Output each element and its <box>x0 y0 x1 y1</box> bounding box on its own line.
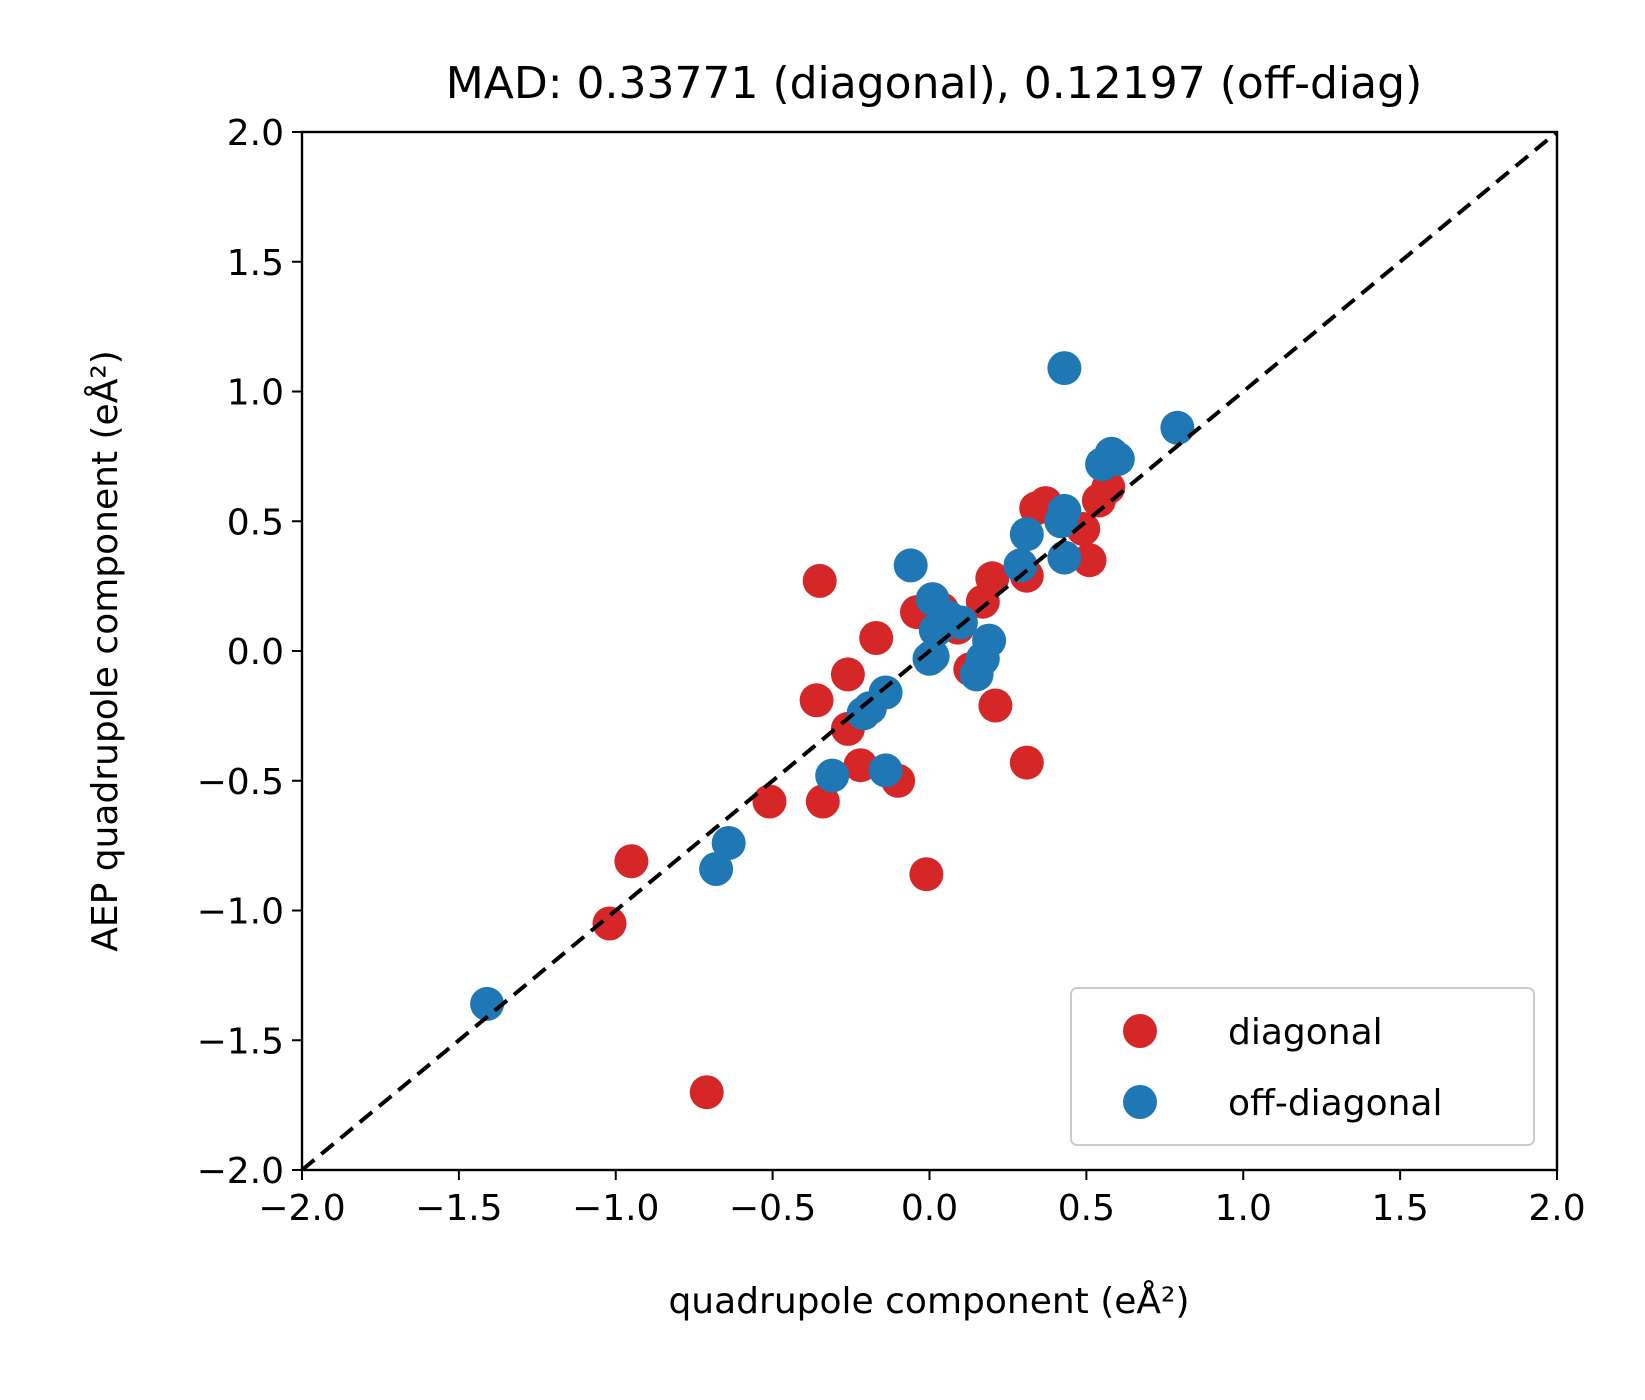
legend-label-off-diagonal: off-diagonal <box>1228 1083 1443 1124</box>
x-tick-label: 0.5 <box>1058 1188 1115 1229</box>
y-tick-label: 1.0 <box>227 373 284 414</box>
point-off-diagonal-4 <box>868 753 903 788</box>
identity-reference-line <box>302 132 1557 1170</box>
y-tick-label: −1.0 <box>197 892 284 933</box>
x-tick-label: 1.5 <box>1371 1188 1428 1229</box>
point-off-diagonal-22 <box>1047 493 1082 528</box>
point-off-diagonal-8 <box>893 548 928 583</box>
point-off-diagonal-27 <box>1160 410 1195 445</box>
point-diagonal-8 <box>805 784 840 819</box>
point-off-diagonal-18 <box>1003 548 1038 583</box>
point-diagonal-10 <box>592 906 627 941</box>
x-tick-label: −2.0 <box>258 1188 345 1229</box>
point-off-diagonal-0 <box>470 986 505 1021</box>
point-diagonal-14 <box>978 688 1013 723</box>
x-tick-label: 0.0 <box>901 1188 958 1229</box>
point-diagonal-2 <box>830 657 865 692</box>
y-axis-label: AEP quadrupole component (eÅ²) <box>83 350 126 952</box>
point-diagonal-3 <box>859 621 894 655</box>
y-tick-label: 0.0 <box>227 632 284 673</box>
y-tick-label: 2.0 <box>227 113 284 154</box>
legend-box <box>1070 987 1535 1146</box>
point-off-diagonal-1 <box>699 852 734 886</box>
legend-marker-diagonal <box>1123 1014 1157 1048</box>
point-diagonal-20 <box>975 561 1010 596</box>
legend-label-diagonal: diagonal <box>1228 1012 1383 1053</box>
point-off-diagonal-3 <box>815 758 850 793</box>
point-diagonal-13 <box>1009 745 1044 780</box>
plot-area <box>302 132 1557 1170</box>
point-diagonal-7 <box>752 784 787 819</box>
x-tick-label: −1.5 <box>415 1188 502 1229</box>
point-off-diagonal-7 <box>868 675 903 710</box>
point-off-diagonal-19 <box>1009 517 1044 552</box>
y-tick-label: 1.5 <box>227 243 284 284</box>
x-tick-label: −0.5 <box>729 1188 816 1229</box>
series-off-diagonal <box>470 351 1195 1021</box>
point-diagonal-1 <box>799 683 834 718</box>
point-diagonal-11 <box>689 1075 724 1110</box>
y-axis: −2.0 −1.5 −1.0 −0.5 0.0 0.5 1.0 1.5 2.0 <box>197 113 302 1192</box>
point-diagonal-25 <box>1072 543 1107 578</box>
x-tick-label: −1.0 <box>572 1188 659 1229</box>
point-off-diagonal-11 <box>915 639 950 674</box>
legend: diagonal off-diagonal <box>1070 987 1535 1146</box>
point-off-diagonal-23 <box>1047 351 1082 386</box>
x-axis: −2.0 −1.5 −1.0 −0.5 0.0 0.5 1.0 1.5 2.0 <box>258 1170 1586 1229</box>
x-tick-label: 1.0 <box>1215 1188 1272 1229</box>
x-axis-label: quadrupole component (eÅ²) <box>668 1279 1189 1322</box>
legend-marker-off-diagonal <box>1123 1085 1157 1119</box>
point-off-diagonal-20 <box>1047 540 1082 575</box>
point-diagonal-9 <box>614 844 649 879</box>
point-off-diagonal-17 <box>972 623 1007 658</box>
point-off-diagonal-26 <box>1100 442 1135 476</box>
chart-title: MAD: 0.33771 (diagonal), 0.12197 (off-di… <box>446 58 1422 109</box>
y-tick-label: −2.0 <box>197 1151 284 1192</box>
point-diagonal-0 <box>802 563 837 598</box>
x-tick-label: 2.0 <box>1528 1188 1585 1229</box>
y-tick-label: −1.5 <box>197 1021 284 1062</box>
y-tick-label: −0.5 <box>197 762 284 803</box>
y-tick-label: 0.5 <box>227 502 284 543</box>
point-diagonal-12 <box>909 857 944 892</box>
point-off-diagonal-2 <box>711 826 746 860</box>
